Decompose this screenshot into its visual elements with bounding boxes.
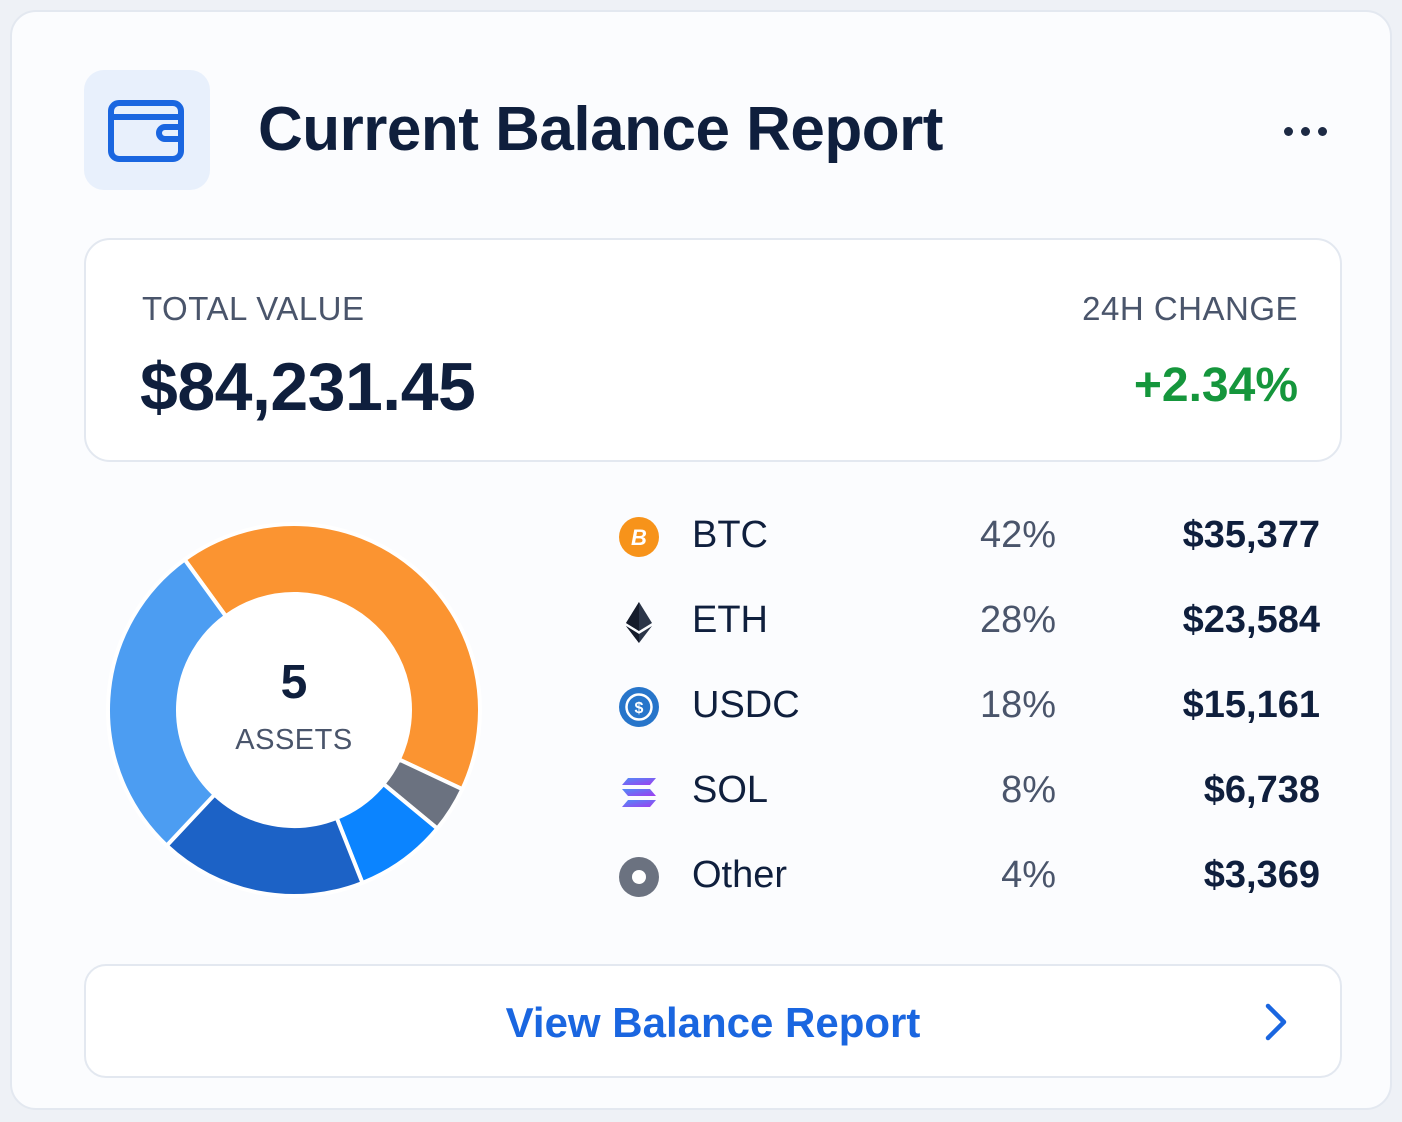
more-dot — [1317, 126, 1327, 136]
asset-symbol: Other — [692, 854, 788, 896]
svg-text:B: B — [631, 525, 647, 550]
asset-count-label: ASSETS — [235, 724, 353, 756]
asset-percent: 42% — [979, 514, 1056, 556]
asset-row-other[interactable]: Other 4% $3,369 — [612, 834, 1324, 919]
asset-list: B BTC 42% $35,377 ETH 28% $23,584 $ USDC — [612, 494, 1324, 919]
view-balance-report-label: View Balance Report — [505, 999, 921, 1046]
asset-row-sol[interactable]: SOL 8% $6,738 — [612, 749, 1324, 834]
other-coin-icon — [619, 857, 659, 897]
donut-svg — [106, 522, 482, 898]
more-options-button[interactable] — [1274, 112, 1336, 150]
allocation-donut-chart: 5 ASSETS — [104, 520, 484, 900]
donut-slice-eth[interactable] — [106, 557, 228, 848]
asset-row-eth[interactable]: ETH 28% $23,584 — [612, 579, 1324, 664]
bitcoin-icon: B — [619, 517, 659, 557]
asset-count: 5 — [280, 656, 308, 709]
asset-percent: 18% — [979, 684, 1056, 726]
asset-amount: $6,738 — [1203, 769, 1320, 811]
donut-slice-btc[interactable] — [182, 522, 482, 792]
change-label: 24H CHANGE — [1082, 290, 1298, 327]
more-horizontal-icon — [1283, 126, 1293, 136]
change-value: +2.34% — [1133, 359, 1298, 412]
usdc-icon: $ — [619, 687, 659, 727]
asset-amount: $3,369 — [1203, 854, 1320, 896]
total-value: $84,231.45 — [140, 349, 476, 425]
more-dot — [1300, 126, 1310, 136]
asset-percent: 28% — [979, 599, 1056, 641]
view-balance-report-button[interactable]: View Balance Report — [84, 964, 1342, 1078]
asset-symbol: ETH — [692, 599, 768, 641]
wallet-icon — [84, 70, 210, 190]
asset-row-usdc[interactable]: $ USDC 18% $15,161 — [612, 664, 1324, 749]
donut-center: 5 ASSETS — [104, 520, 484, 900]
chevron-right-icon — [1265, 1003, 1287, 1041]
balance-report-card: Current Balance Report TOTAL VALUE $84,2… — [10, 10, 1392, 1110]
asset-amount: $23,584 — [1182, 599, 1320, 641]
total-value-label: TOTAL VALUE — [142, 290, 365, 327]
asset-symbol: SOL — [692, 769, 769, 811]
page-title: Current Balance Report — [258, 95, 943, 164]
asset-amount: $15,161 — [1182, 684, 1320, 726]
asset-row-btc[interactable]: B BTC 42% $35,377 — [612, 494, 1324, 579]
asset-percent: 4% — [1001, 854, 1056, 896]
donut-hole — [179, 595, 409, 825]
asset-symbol: BTC — [692, 514, 768, 556]
balance-summary: TOTAL VALUE $84,231.45 24H CHANGE +2.34% — [84, 238, 1342, 462]
asset-symbol: USDC — [692, 684, 800, 726]
ethereum-icon — [626, 602, 652, 643]
asset-percent: 8% — [1001, 769, 1056, 811]
asset-amount: $35,377 — [1182, 514, 1320, 556]
solana-icon — [622, 778, 656, 807]
svg-text:$: $ — [635, 700, 644, 717]
